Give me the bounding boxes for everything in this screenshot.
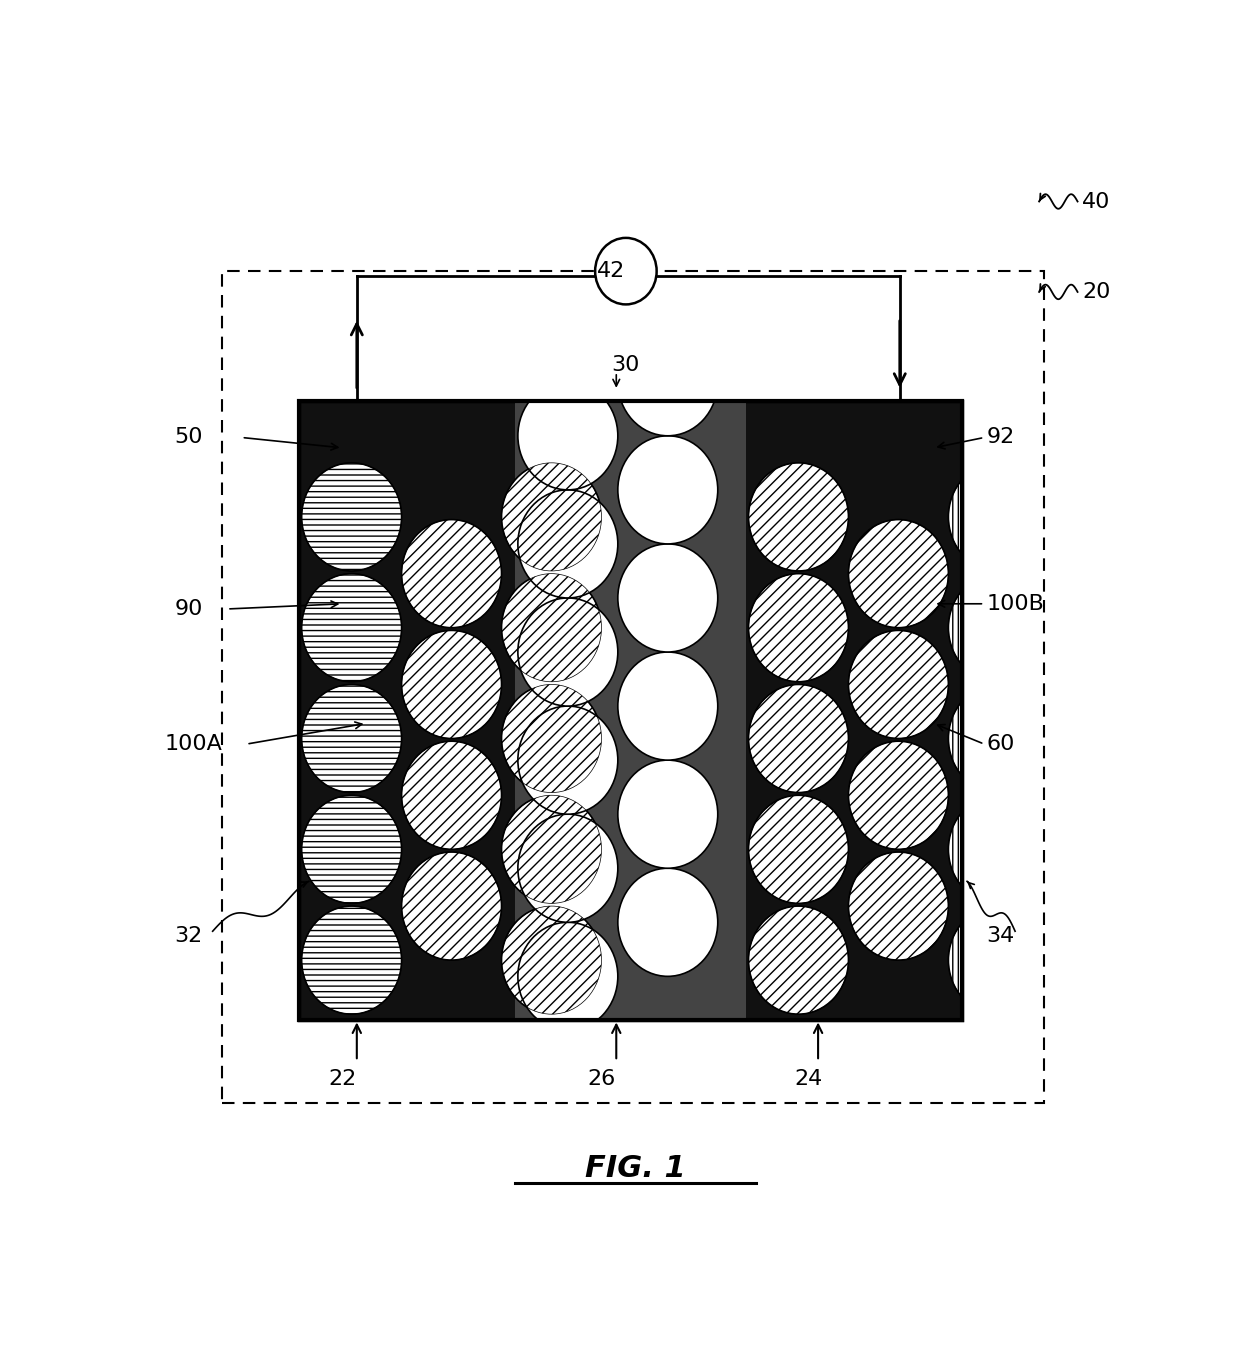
Text: 34: 34 (986, 926, 1014, 946)
Circle shape (618, 868, 718, 976)
Circle shape (518, 274, 618, 382)
Circle shape (949, 463, 1048, 571)
Circle shape (595, 238, 657, 304)
Circle shape (949, 684, 1048, 792)
Circle shape (301, 795, 402, 903)
Circle shape (301, 906, 402, 1014)
Circle shape (301, 463, 402, 571)
Circle shape (618, 328, 718, 436)
Circle shape (618, 436, 718, 544)
Circle shape (949, 574, 1048, 682)
Text: 42: 42 (598, 261, 626, 281)
Circle shape (501, 795, 601, 903)
Circle shape (501, 574, 601, 682)
Circle shape (848, 852, 949, 960)
Circle shape (501, 463, 601, 571)
Circle shape (501, 684, 601, 792)
Circle shape (749, 463, 848, 571)
Circle shape (749, 574, 848, 682)
Circle shape (301, 684, 402, 792)
Text: 100B: 100B (986, 594, 1044, 614)
Circle shape (848, 630, 949, 738)
Circle shape (518, 706, 618, 814)
Bar (516, 401, 746, 1019)
Circle shape (402, 630, 501, 738)
Circle shape (301, 574, 402, 682)
Text: 92: 92 (986, 428, 1014, 447)
Text: 30: 30 (611, 355, 640, 375)
Bar (299, 401, 962, 1019)
Circle shape (402, 741, 501, 849)
Circle shape (518, 382, 618, 490)
Circle shape (749, 906, 848, 1014)
Text: 22: 22 (329, 1069, 357, 1089)
Bar (299, 401, 962, 1019)
Circle shape (518, 598, 618, 706)
Bar (222, 271, 1044, 1103)
Circle shape (848, 520, 949, 628)
Circle shape (402, 852, 501, 960)
Text: 24: 24 (795, 1069, 822, 1089)
Circle shape (618, 544, 718, 652)
Circle shape (618, 760, 718, 868)
Circle shape (518, 814, 618, 922)
Circle shape (749, 684, 848, 792)
Circle shape (518, 922, 618, 1030)
Circle shape (518, 490, 618, 598)
Text: FIG. 1: FIG. 1 (585, 1154, 686, 1183)
Text: 40: 40 (1083, 192, 1111, 212)
Circle shape (402, 520, 501, 628)
Circle shape (501, 906, 601, 1014)
Bar (299, 401, 962, 1019)
Circle shape (618, 652, 718, 760)
Circle shape (749, 795, 848, 903)
Text: 100A: 100A (165, 734, 222, 755)
Circle shape (949, 906, 1048, 1014)
Text: 20: 20 (1083, 282, 1111, 302)
Text: 60: 60 (986, 734, 1014, 755)
Circle shape (949, 795, 1048, 903)
Text: 50: 50 (174, 428, 202, 447)
Circle shape (848, 741, 949, 849)
Text: 32: 32 (174, 926, 202, 946)
Text: 90: 90 (174, 599, 202, 620)
Text: 26: 26 (588, 1069, 616, 1089)
